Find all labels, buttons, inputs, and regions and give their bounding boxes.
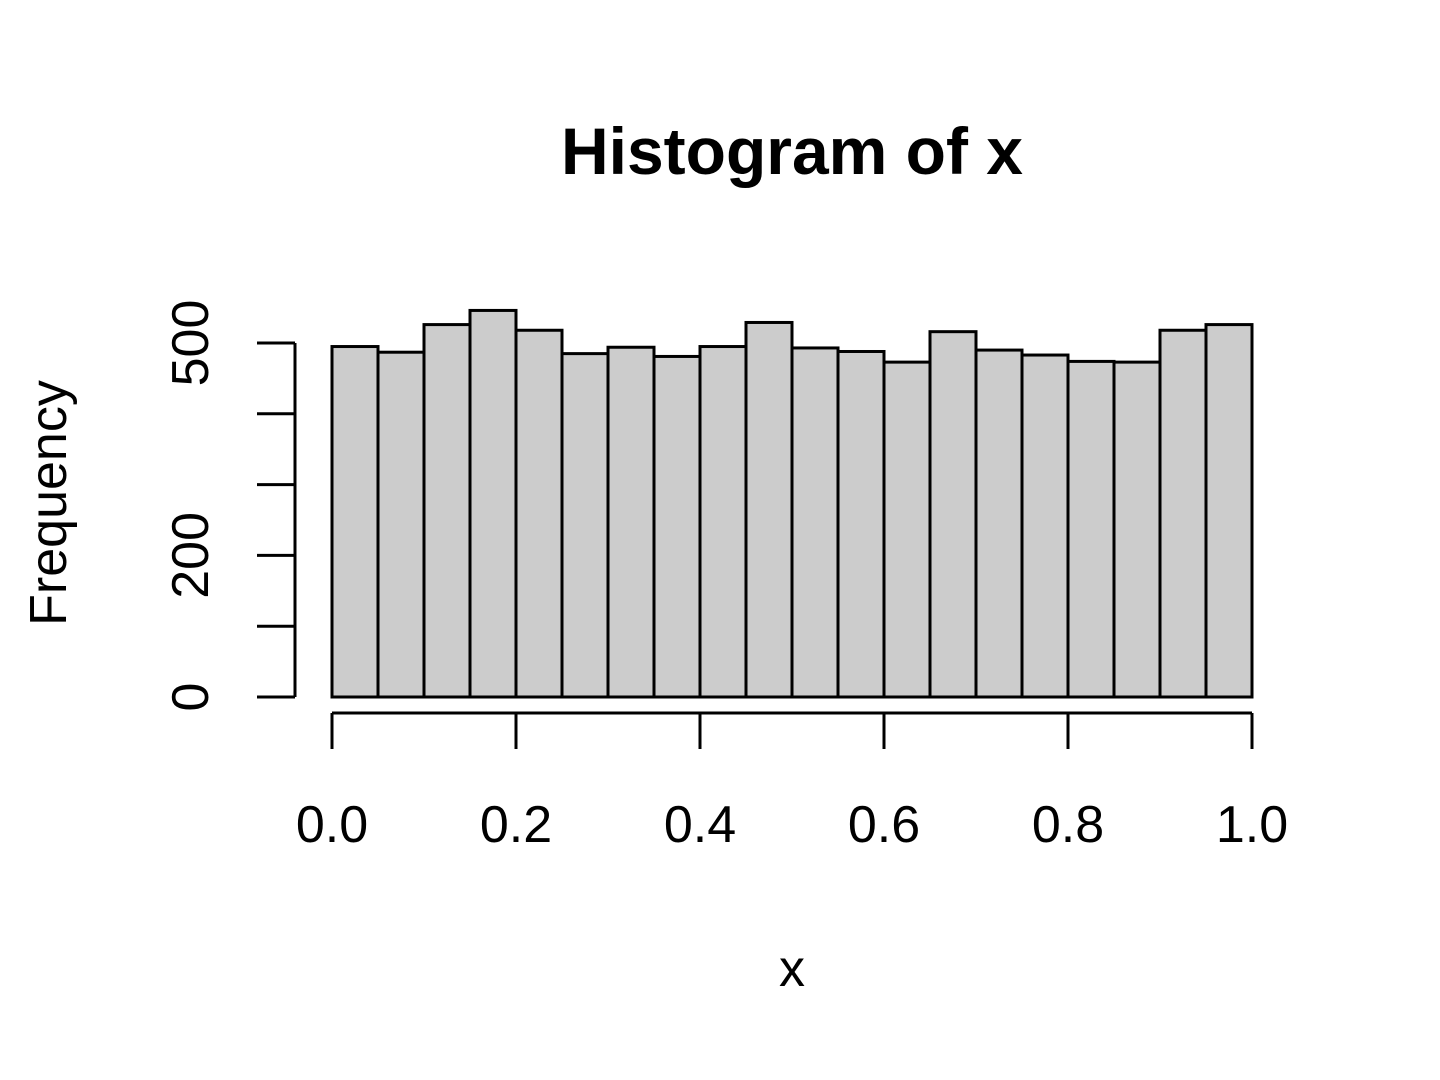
- x-tick-label: 0.2: [480, 796, 552, 854]
- histogram-bar: [376, 350, 426, 699]
- histogram-bar: [514, 328, 564, 699]
- histogram-bar: [836, 349, 886, 699]
- histogram-bar: [882, 360, 932, 699]
- histogram-bar: [560, 352, 610, 699]
- y-tick-label: 200: [162, 512, 220, 599]
- x-tick-label: 0.0: [296, 796, 368, 854]
- y-tick-label: 0: [162, 683, 220, 712]
- histogram-bar: [1158, 328, 1208, 699]
- x-tick-label: 0.6: [848, 796, 920, 854]
- x-axis-label: x: [779, 940, 805, 998]
- bars-group: [330, 308, 1254, 699]
- histogram-bar: [1112, 360, 1162, 699]
- histogram-bar: [1066, 359, 1116, 699]
- histogram-bar: [652, 354, 702, 699]
- y-axis-label: Frequency: [20, 380, 78, 626]
- histogram-bar: [928, 330, 978, 699]
- histogram-bar: [744, 320, 794, 699]
- histogram-bar: [468, 308, 518, 699]
- x-tick-label: 1.0: [1216, 796, 1288, 854]
- chart-title: Histogram of x: [561, 114, 1023, 188]
- y-axis: 0 200 500: [162, 300, 297, 712]
- x-axis: 0.0 0.2 0.4 0.6 0.8 1.0: [296, 711, 1288, 854]
- x-tick-label: 0.8: [1032, 796, 1104, 854]
- histogram-bar: [606, 345, 656, 699]
- histogram-bar: [1204, 323, 1254, 699]
- x-tick-label: 0.4: [664, 796, 736, 854]
- y-tick-label: 500: [162, 300, 220, 387]
- histogram-bar: [974, 348, 1024, 699]
- histogram-bar: [330, 345, 380, 699]
- histogram-bar: [790, 346, 840, 699]
- histogram-bar: [1020, 353, 1070, 699]
- histogram-bar: [422, 323, 472, 699]
- histogram-bar: [698, 345, 748, 699]
